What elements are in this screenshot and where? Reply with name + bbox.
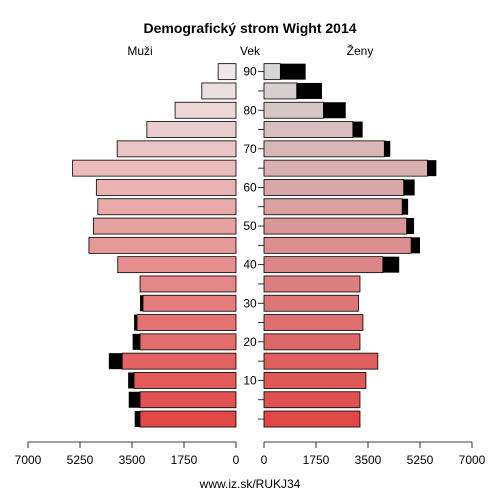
age-label: 60: [243, 180, 257, 194]
age-label: 20: [243, 335, 257, 349]
male-bar-70-74: [116, 140, 237, 158]
female-bar-70-74: [263, 140, 385, 158]
age-label: 50: [243, 219, 257, 233]
male-excess-0-4: [134, 411, 141, 428]
age-label: 90: [243, 65, 257, 79]
male-bar-75-79: [146, 121, 237, 138]
female-bar-90+: [263, 63, 281, 81]
female-excess-45-49: [411, 237, 420, 254]
female-bar-20-24: [263, 333, 361, 351]
male-excess-25-29: [134, 314, 138, 331]
female-bar-55-59: [263, 198, 403, 216]
female-bar-35-39: [263, 275, 361, 293]
left-x-tick-label: 7000: [15, 453, 42, 467]
female-excess-75-79: [352, 121, 363, 138]
male-bar-35-39: [139, 275, 237, 293]
female-excess-65-69: [427, 160, 437, 177]
female-bar-45-49: [263, 236, 412, 254]
female-bar-5-9: [263, 391, 361, 409]
male-excess-30-34: [140, 295, 143, 312]
male-excess-20-24: [132, 333, 141, 350]
center-label: Vek: [240, 44, 261, 58]
male-excess-5-9: [128, 391, 141, 408]
female-bar-0-4: [263, 410, 361, 428]
female-excess-55-59: [402, 198, 409, 215]
age-label: 70: [243, 142, 257, 156]
right-x-tick-label: 5250: [407, 453, 434, 467]
left-x-tick-label: 1750: [171, 453, 198, 467]
age-label: 40: [243, 258, 257, 272]
left-x-tick-label: 0: [233, 453, 240, 467]
female-bar-50-54: [263, 217, 408, 235]
male-excess-15-19: [108, 353, 123, 370]
age-label: 30: [243, 296, 257, 310]
male-bar-85-89: [201, 82, 237, 100]
bars-layer: [72, 63, 437, 428]
female-excess-50-54: [406, 218, 415, 235]
male-bar-45-49: [88, 236, 237, 254]
female-excess-90+: [280, 63, 306, 80]
female-bar-25-29: [263, 314, 364, 331]
female-bar-75-79: [263, 121, 354, 138]
left-x-tick-label: 3500: [119, 453, 146, 467]
male-bar-50-54: [92, 217, 237, 235]
right-x-tick-label: 7000: [459, 453, 486, 467]
male-bar-10-14: [133, 372, 237, 389]
female-excess-80-84: [323, 102, 346, 119]
female-bar-85-89: [263, 82, 298, 100]
male-bar-90+: [217, 63, 237, 81]
axes-layer: 90 80 70 60 50 40 30 20 10 7000 5250 3500 1750 0 0 1750…: [15, 65, 486, 467]
female-bar-15-19: [263, 352, 379, 370]
source-label: www.iz.sk/RUKJ34: [199, 477, 301, 491]
male-bar-15-19: [121, 352, 237, 370]
age-label: 10: [243, 373, 257, 387]
male-bar-20-24: [139, 333, 237, 351]
female-excess-70-74: [384, 140, 391, 157]
age-label: 80: [243, 103, 257, 117]
female-excess-40-44: [382, 256, 400, 273]
male-bar-65-69: [72, 159, 237, 177]
male-bar-60-64: [95, 179, 237, 196]
female-bar-65-69: [263, 159, 428, 177]
male-bar-0-4: [139, 410, 237, 428]
left-label: Muži: [127, 44, 152, 58]
male-bar-80-84: [174, 101, 237, 119]
female-bar-80-84: [263, 101, 324, 119]
right-x-tick-label: 3500: [355, 453, 382, 467]
female-excess-85-89: [296, 82, 322, 99]
female-bar-30-34: [263, 294, 359, 312]
left-x-tick-label: 5250: [67, 453, 94, 467]
female-excess-60-64: [403, 179, 415, 196]
male-bar-30-34: [142, 294, 237, 312]
male-excess-10-14: [128, 372, 135, 389]
female-bar-60-64: [263, 179, 405, 196]
male-bar-55-59: [97, 198, 237, 216]
chart-title: Demografický strom Wight 2014: [143, 20, 356, 36]
male-bar-40-44: [117, 256, 237, 274]
male-bar-5-9: [139, 391, 237, 409]
female-bar-40-44: [263, 256, 384, 274]
male-bar-25-29: [136, 314, 237, 331]
right-x-tick-label: 1750: [303, 453, 330, 467]
female-bar-10-14: [263, 372, 367, 389]
right-x-tick-label: 0: [261, 453, 268, 467]
right-label: Ženy: [347, 43, 374, 58]
